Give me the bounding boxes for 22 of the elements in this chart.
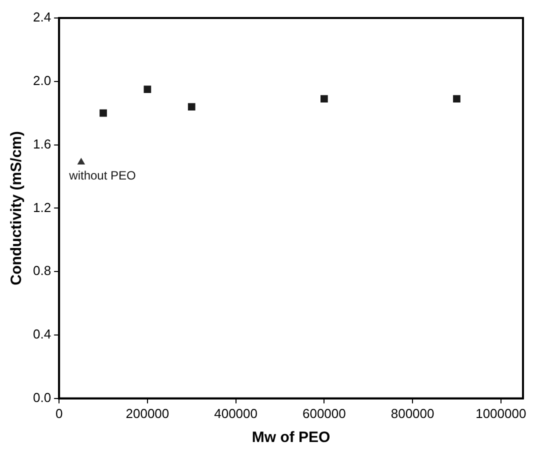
x-tick-label: 600000 [302, 406, 346, 421]
y-tick-label: 0.0 [32, 390, 52, 405]
y-tick-label: 1.2 [32, 200, 52, 215]
y-tick-label: 1.6 [32, 136, 52, 152]
y-tick-label: 0.4 [32, 326, 52, 342]
series-label: without PEO [68, 168, 136, 183]
y-tick-label: 2.0 [32, 72, 52, 88]
x-tick-label: 800000 [390, 406, 434, 421]
y-tick-label: 0.8 [32, 263, 52, 278]
point [78, 158, 85, 164]
x-tick-label: 1000000 [476, 406, 526, 421]
point [320, 95, 328, 103]
x-axis-title: Mw of PEO [252, 429, 331, 446]
point [100, 109, 107, 117]
x-tick-label: 400000 [214, 406, 258, 421]
point [453, 95, 460, 103]
x-tick-label: 200000 [126, 406, 170, 421]
y-tick-label: 2.4 [32, 10, 52, 25]
y-axis-title: Conductivity (mS/cm) [8, 131, 26, 286]
point [188, 103, 196, 110]
x-tick-label: 0 [55, 406, 63, 421]
point [144, 86, 152, 94]
